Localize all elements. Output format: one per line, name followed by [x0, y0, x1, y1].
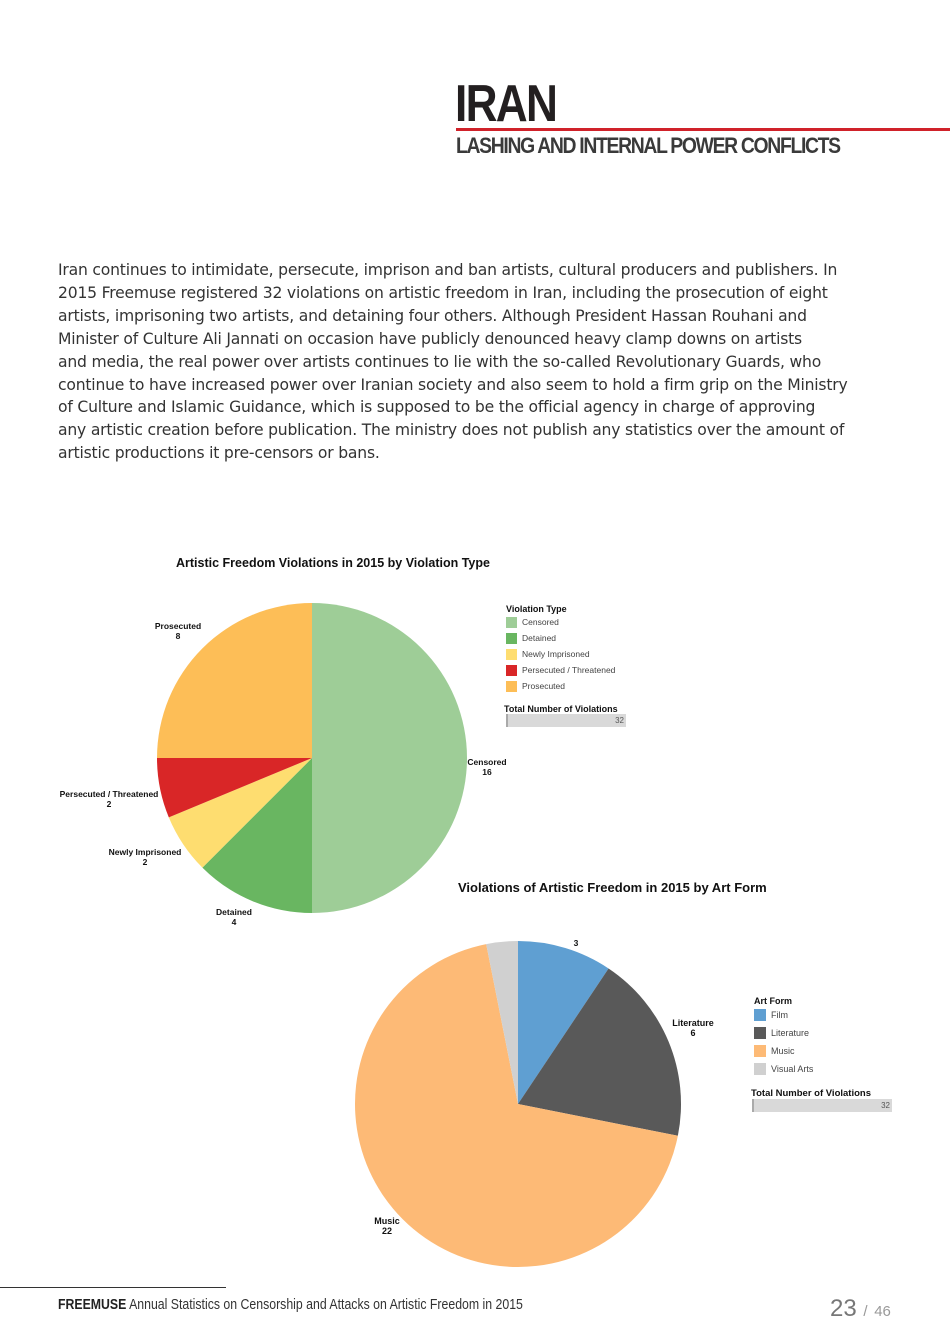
chart1-slice-censored — [312, 603, 467, 913]
body-line: 2015 Freemuse registered 32 violations o… — [58, 283, 828, 302]
legend-item: Film — [754, 1006, 892, 1024]
total-label: Total Number of Violations — [751, 1088, 871, 1099]
chart2-label-music: Music 22 — [374, 1216, 400, 1236]
page-subtitle: LASHING AND INTERNAL POWER CONFLICTS — [456, 133, 841, 158]
chart1-label-prosecuted: Prosecuted 8 — [154, 621, 202, 641]
chart1-slice-newly-imprisoned — [168, 758, 312, 868]
legend-item: Literature — [754, 1024, 892, 1042]
legend-title: Art Form — [754, 996, 792, 1006]
title-rule — [456, 128, 950, 131]
chart2-slice-literature — [518, 968, 681, 1136]
body-line: of Culture and Islamic Guidance, which i… — [58, 398, 816, 417]
legend-item: Detained — [506, 630, 626, 646]
legend-title: Violation Type — [506, 604, 567, 614]
chart1-title: Artistic Freedom Violations in 2015 by V… — [176, 556, 490, 570]
body-line: artists, imprisoning two artists, and de… — [58, 306, 807, 325]
footer-text: FREEMUSE Annual Statistics on Censorship… — [58, 1296, 523, 1313]
chart1-slice-persecuted-threatened — [157, 758, 312, 818]
body-line: Iran continues to intimidate, persecute,… — [58, 261, 838, 279]
body-line: any artistic creation before publication… — [58, 421, 845, 440]
chart1-slice-prosecuted — [157, 603, 312, 758]
body-line: artistic productions it pre-censors or b… — [58, 444, 380, 463]
body-line: Minister of Culture Ali Jannati on occas… — [58, 329, 802, 348]
legend-item: Newly Imprisoned — [506, 646, 626, 662]
chart2-legend: Art Form Film Literature Music Visual Ar… — [751, 996, 892, 1112]
chart2-slice-film — [518, 941, 609, 1104]
chart1-slice-detained — [202, 758, 312, 913]
chart2-label-film: 3 — [573, 938, 579, 948]
footer-caption: Annual Statistics on Censorship and Atta… — [129, 1296, 523, 1313]
chart2-label-literature: Literature 6 — [672, 1018, 714, 1038]
chart1-label-detained: Detained 4 — [216, 907, 252, 927]
legend-item: Music — [754, 1042, 892, 1060]
body-paragraph: Iran continues to intimidate, persecute,… — [58, 259, 898, 465]
chart2-title: Violations of Artistic Freedom in 2015 b… — [458, 880, 767, 895]
page-number: 23 / 46 — [830, 1295, 891, 1322]
body-line: continue to have increased power over Ir… — [58, 375, 848, 394]
legend-item: Persecuted / Threatened — [506, 662, 626, 678]
total-bar: 32 — [752, 1099, 892, 1112]
chart1-label-censored: Censored 16 — [467, 757, 507, 777]
chart1-label-newly-imprisoned: Newly Imprisoned 2 — [108, 847, 182, 867]
page-title: IRAN — [455, 75, 558, 133]
footer-brand: FREEMUSE — [58, 1296, 127, 1313]
legend-item: Censored — [506, 614, 626, 630]
legend-item: Prosecuted — [506, 678, 626, 694]
chart2-slice-music — [354, 944, 678, 1268]
chart2-slice-visual-arts — [486, 941, 518, 1104]
total-bar: 32 — [506, 714, 626, 727]
chart1-legend: Violation Type Censored Detained Newly I… — [504, 604, 626, 727]
total-label: Total Number of Violations — [504, 704, 618, 714]
legend-item: Visual Arts — [754, 1060, 892, 1078]
chart1-label-persecuted: Persecuted / Threatened 2 — [59, 789, 159, 809]
body-line: and media, the real power over artists c… — [58, 352, 822, 371]
footer-rule — [0, 1287, 226, 1288]
